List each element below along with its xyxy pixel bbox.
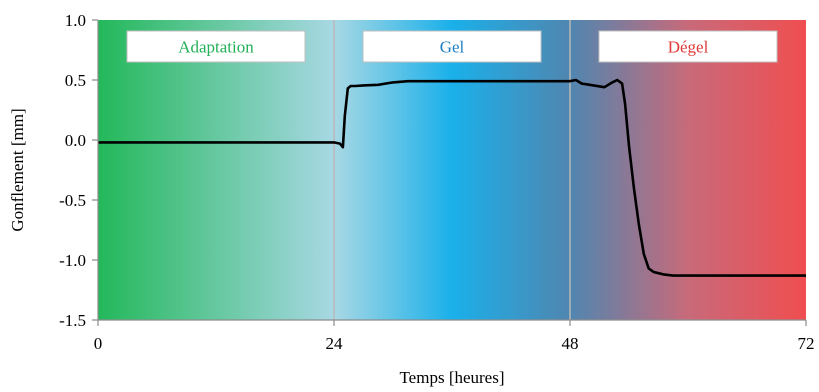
phase-label-0: Adaptation [178,38,254,57]
y-tick-labels: 1.0 0.5 0.0 -0.5 -1.0 -1.5 [59,11,86,330]
y-axis-title: Gonflement [mm] [8,108,27,231]
phase-box-1 [362,30,542,63]
x-tick-label-2: 48 [562,334,579,353]
swelling-curve [98,78,806,277]
phase-labels: Adaptation Gel Dégel [126,30,778,63]
phase-label-1: Gel [440,38,465,57]
y-tick-label-1: 0.5 [65,71,86,90]
y-tick-label-3: -0.5 [59,191,86,210]
phase-label-2: Dégel [668,38,709,57]
x-tick-label-0: 0 [94,334,103,353]
y-tick-label-4: -1.0 [59,251,86,270]
plot-background [98,20,806,320]
y-tick-label-2: 0.0 [65,131,86,150]
phase-box-0 [126,30,306,63]
grid-lines [333,20,571,320]
x-tick-label-3: 72 [798,334,815,353]
x-tick-label-1: 24 [326,334,344,353]
y-tick-label-5: -1.5 [59,311,86,330]
x-axis-title: Temps [heures] [399,368,504,387]
y-tick-label-0: 1.0 [65,11,86,30]
phase-box-2 [598,30,778,63]
x-tick-labels: 0 24 48 72 [94,334,815,353]
axes [92,19,807,326]
